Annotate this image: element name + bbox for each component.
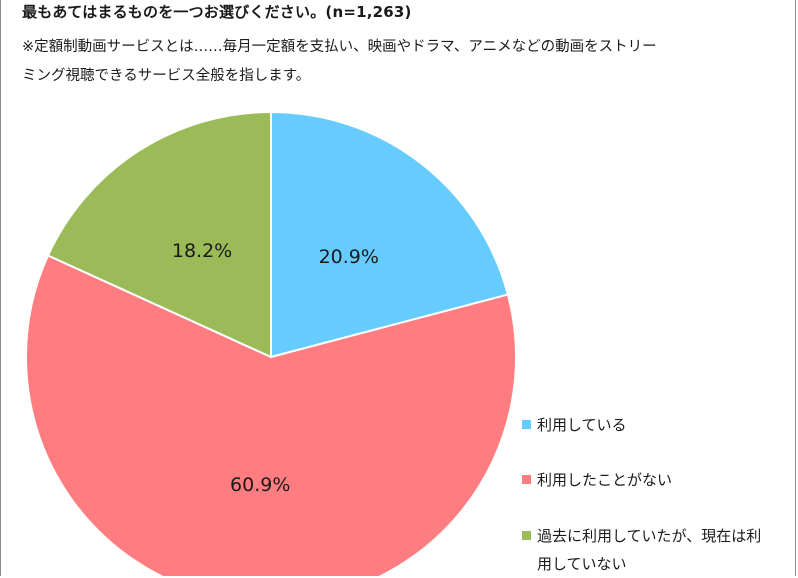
chart-title: 最もあてはまるものを一つお選びください。(n=1,263) <box>22 3 412 21</box>
note-line-1: ※定額制動画サービスとは……毎月一定額を支払い、映画やドラマ、アニメなどの動画を… <box>22 39 657 55</box>
legend-item-used-before: 過去に利用していたが、現在は利 用していない <box>522 522 782 578</box>
legend-label-never-used: 利用したことがない <box>537 471 673 489</box>
note-line-2: ミング視聴できるサービス全般を指します。 <box>22 68 311 84</box>
slice-used-before-label: 18.2% <box>172 240 232 262</box>
legend-label-used-before-line1: 過去に利用していたが、現在は利 <box>537 527 762 545</box>
legend-label-used-before-line2: 用していない <box>537 555 627 573</box>
chart-note: ※定額制動画サービスとは……毎月一定額を支払い、映画やドラマ、アニメなどの動画を… <box>22 33 772 91</box>
legend-item-using: 利用している <box>522 411 782 439</box>
slice-never-used <box>25 254 517 576</box>
legend-label-using: 利用している <box>537 416 627 434</box>
legend-swatch-used-before <box>522 531 531 540</box>
slice-used-before <box>46 110 272 359</box>
legend-swatch-never-used <box>522 475 531 484</box>
slice-never-used-label: 60.9% <box>230 474 290 496</box>
legend-swatch-using <box>522 420 531 429</box>
legend-item-never-used: 利用したことがない <box>522 466 782 494</box>
slice-using-label: 20.9% <box>319 246 379 268</box>
slice-using <box>270 110 510 359</box>
